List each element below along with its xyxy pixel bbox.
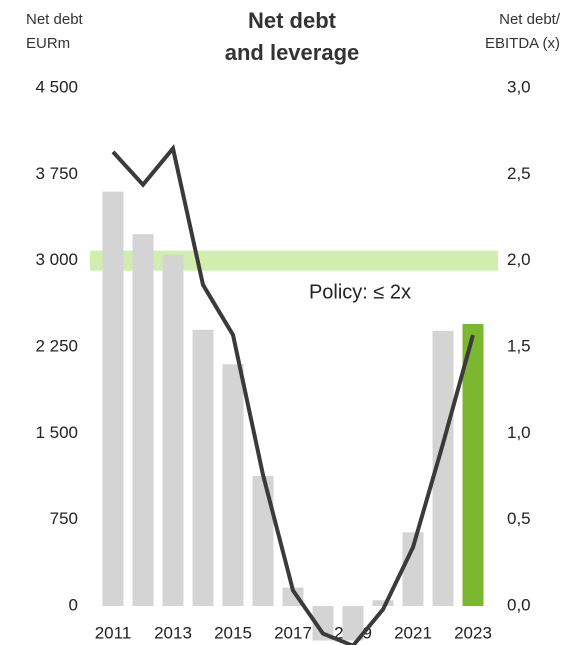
bar: [102, 191, 124, 606]
policy-label: Policy: ≤ 2x: [309, 281, 411, 303]
bar: [432, 330, 454, 606]
y-tick-label: 2 250: [35, 336, 78, 355]
y2-axis-label: Net debt/: [499, 11, 561, 28]
x-tick-label: 2011: [95, 623, 132, 642]
y2-axis-label: EBITDA (x): [485, 35, 560, 52]
y2-tick-label: 0,5: [507, 509, 531, 528]
policy-band: [90, 250, 498, 271]
bar: [312, 606, 334, 641]
y-tick-label: 3 000: [35, 250, 78, 269]
x-tick-label: 2023: [454, 623, 492, 642]
y-tick-label: 0: [69, 595, 78, 614]
x-tick-label: 2013: [154, 623, 192, 642]
bar: [192, 329, 214, 606]
bar: [222, 364, 244, 606]
y2-tick-label: 2,5: [507, 164, 531, 183]
bar: [252, 475, 274, 606]
y-tick-label: 1 500: [35, 423, 78, 442]
bar: [132, 234, 154, 607]
line: [111, 143, 475, 645]
y-axis-label: EURm: [26, 35, 70, 52]
y2-tick-label: 2,0: [507, 250, 531, 269]
bar: [462, 323, 484, 606]
x-tick-label: 2021: [394, 623, 432, 642]
bar: [342, 606, 364, 641]
y-axis-label: Net debt: [26, 11, 84, 28]
x-tick-label: 2015: [214, 623, 252, 642]
y-tick-label: 4 500: [35, 77, 78, 96]
y2-tick-label: 1,0: [507, 423, 531, 442]
y-tick-label: 750: [50, 509, 78, 528]
y-tick-label: 3 750: [35, 164, 78, 183]
y2-tick-label: 3,0: [507, 77, 531, 96]
bar: [372, 600, 394, 606]
y2-tick-label: 1,5: [507, 336, 531, 355]
chart-title: and leverage: [225, 40, 360, 65]
chart-title: Net debt: [248, 8, 337, 33]
bar: [162, 254, 184, 606]
y2-tick-label: 0,0: [507, 595, 531, 614]
x-tick-label: 2017: [274, 623, 312, 642]
bar: [402, 532, 424, 606]
